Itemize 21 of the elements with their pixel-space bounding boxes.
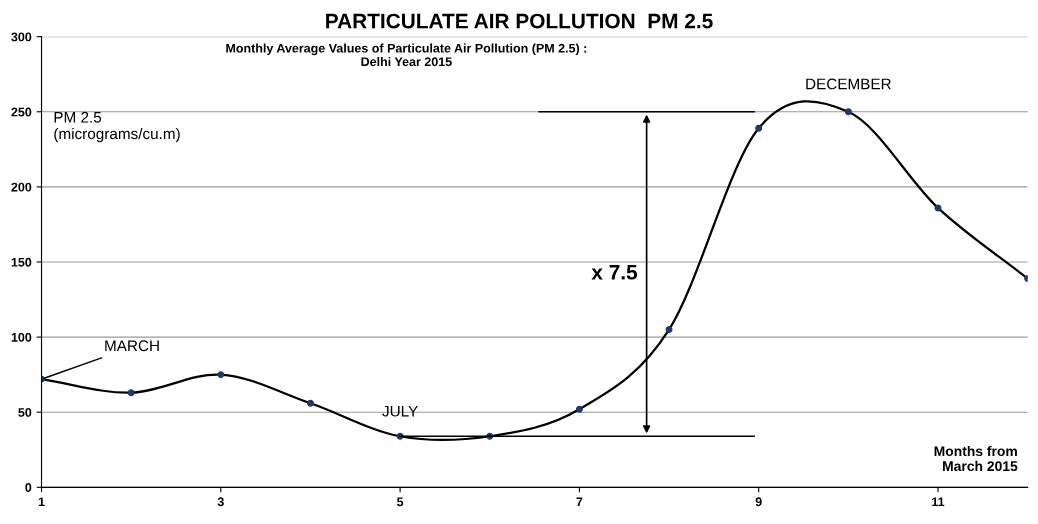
annotation: JULY: [382, 405, 418, 417]
x-tick-label: 7: [576, 497, 583, 507]
annotation: DECEMBER: [806, 78, 891, 90]
x-tick-label: 11: [932, 497, 945, 507]
text: Monthly Average Values of Particulate Air Pollution (PM 2.5) : Delhi Year 2015: [226, 43, 587, 67]
y-tick-label: 0: [25, 483, 32, 492]
y-tick-label: 50: [18, 408, 32, 417]
x-tick-label: 3: [217, 497, 224, 507]
x-axis-title: Months from March 2015: [934, 445, 1018, 472]
x-tick-label: 5: [397, 497, 404, 507]
y-tick-label: 150: [11, 257, 32, 267]
y-tick-label: 300: [11, 32, 32, 42]
annotation: MARCH: [105, 340, 159, 352]
x-tick-label: 1: [38, 497, 45, 507]
annotation: x 7.5: [591, 265, 638, 280]
y-tick-label: 100: [11, 332, 32, 342]
x-tick-label: 9: [755, 497, 762, 507]
y-tick-label: 200: [11, 182, 32, 192]
y-tick-label: 250: [11, 107, 32, 117]
chart-title: PARTICULATE AIR POLLUTION PM 2.5: [326, 13, 713, 29]
y-axis-title: PM 2.5 (micrograms/cu.m): [54, 111, 180, 143]
